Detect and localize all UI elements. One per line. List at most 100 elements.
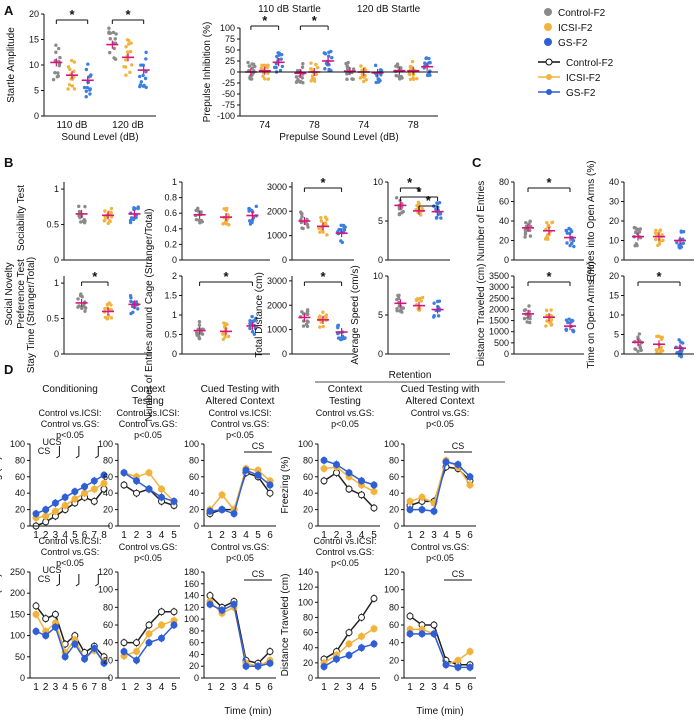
chart-a1-c1-g2-dot-6 <box>143 76 148 81</box>
chart-b2-group-2-dot-7 <box>254 204 258 209</box>
panel-label-c: C <box>472 155 482 170</box>
chart-d4-series-2-point-0 <box>320 456 328 464</box>
chart-d4-ytick-label-5: 100 <box>298 439 313 449</box>
chart-d1-ytick-label-4: 80 <box>15 455 25 465</box>
chart-d8-xtick-label-0: 1 <box>207 682 213 693</box>
chart-b8-group-0-dot-13 <box>395 306 399 311</box>
chart-b8-ytick-label-1: 5 <box>378 310 383 320</box>
chart-b4-group-1-dot-4 <box>416 200 421 205</box>
chart-d1-axes: 0 20 40 60 80 100 Freezing (%) <box>0 439 110 531</box>
chart-d8-series-2-point-1 <box>218 606 226 614</box>
chart-c4-group-1-dot-11 <box>660 335 664 339</box>
chart-a2-c1-g1-dot-0 <box>310 74 315 78</box>
chart-d1-ytick-label-1: 20 <box>15 505 25 515</box>
chart-b6-group-1-dot-3 <box>221 337 226 341</box>
chart-a2-c2-g0-dot-0 <box>351 67 356 71</box>
chart-b7-group-2-dot-3 <box>343 336 347 340</box>
chart-b5-ytick-label-0: 0 <box>54 349 59 359</box>
chart-c2-group-1-dot-4 <box>653 237 658 242</box>
chart-d5-ytick-label-2: 40 <box>389 488 399 498</box>
chart-c1-group-2-dot-11 <box>568 231 572 236</box>
chart-a1-c0-g1-dot-7 <box>70 84 75 88</box>
chart-b5-ytick-label-1: 0.5 <box>46 314 59 324</box>
chart-a1-c0-g2-dot-6 <box>86 62 90 66</box>
chart-d6-ytick-label-2: 100 <box>10 631 25 641</box>
chart-d6-series-2-point-3 <box>61 653 69 661</box>
stat-d5-p: p<0.05 <box>426 419 454 429</box>
chart-b5-group-2-dot-11 <box>134 300 139 304</box>
stat-d10-b: Control vs.GS: <box>411 542 470 552</box>
chart-a1-c0-g2-dot-11 <box>84 95 88 99</box>
chart-b1-group-0-dot-2 <box>77 204 81 209</box>
chart-d7-series-0-point-0 <box>120 639 128 647</box>
chart-b6: * <box>193 269 259 341</box>
chart-d8-series-0-point-5 <box>266 648 274 655</box>
chart-b8-group-1-dot-6 <box>420 295 425 300</box>
chart-b5-group-0-dot-1 <box>76 297 80 301</box>
chart-a2-c0-g0-dot-11 <box>246 60 250 65</box>
chart-a1-c1-g2-dot-2 <box>141 63 146 67</box>
chart-d9-series-1-point-3 <box>358 632 365 640</box>
chart-d7-series-2-point-4 <box>170 621 178 629</box>
chart-d6-xtick-label-0: 1 <box>33 682 39 693</box>
stat-d8-b: Control vs.GS: <box>211 542 270 552</box>
chart-a1-c1-g2-dot-13 <box>141 73 145 78</box>
chart-d4-series-1-point-4 <box>370 488 378 496</box>
chart-a1-c0-g2-dot-1 <box>82 85 87 90</box>
chart-d4-series-0-point-3 <box>358 491 365 499</box>
row-label-novelty-2: Preference Test <box>16 259 27 329</box>
chart-a2-c0-g0-dot-10 <box>248 77 252 81</box>
chart-b3-group-0-dot-12 <box>300 212 304 216</box>
chart-d9-ylabel: Distance Traveled (cm) <box>280 574 291 677</box>
chart-b7-group-0-dot-6 <box>304 322 309 327</box>
chart-c2-ytick-label-2: 20 <box>609 216 619 226</box>
chart-b8-group-2-dot-10 <box>432 314 436 318</box>
chart-b5-sig-0-star: * <box>92 269 98 284</box>
stat-d9-a: Control vs.ICSI: <box>313 536 376 546</box>
chart-b8-group-1-dot-10 <box>419 299 423 303</box>
chart-b1-group-2-dot-13 <box>136 206 140 211</box>
stat-d10-p: p<0.05 <box>426 553 454 563</box>
chart-b7-ytick-label-0: 0 <box>282 349 287 359</box>
chart-c3-group-2-dot-11 <box>570 328 575 333</box>
chart-d7-series-2-point-1 <box>133 656 140 664</box>
chart-d1-series-2-point-7 <box>100 471 108 479</box>
stat-d7-b: Control vs.GS: <box>119 542 178 552</box>
chart-d2-series-2-point-3 <box>158 493 165 501</box>
chart-a2-ytick-label-4: 0 <box>230 67 235 77</box>
chart-a2-c1-g0-dot-8 <box>294 75 299 79</box>
chart-d6-ucs-label: UCS <box>42 565 61 575</box>
chart-a1-c1-g2-dot-4 <box>139 63 143 67</box>
chart-d2-xtick-label-4: 5 <box>171 530 177 541</box>
chart-c1-group-0-dot-8 <box>523 235 527 239</box>
chart-a2-c1-g0-dot-4 <box>295 68 300 73</box>
chart-b3-axes: 0 1000 2000 3000 <box>267 182 354 265</box>
chart-c3-group-1-dot-11 <box>549 313 553 318</box>
chart-d1-series-1-point-6 <box>90 485 98 493</box>
chart-d7-ytick-label-4: 80 <box>103 602 113 612</box>
panel-label-d: D <box>4 362 13 377</box>
chart-c4-group-0-dot-7 <box>633 347 637 351</box>
chart-d5-series-2-point-5 <box>466 473 474 481</box>
chart-b7-ytick-label-2: 2000 <box>267 300 287 310</box>
chart-a2-c0-g2-dot-1 <box>279 57 283 61</box>
chart-b3-ytick-label-2: 2000 <box>267 206 287 216</box>
chart-d3-series-2-point-0 <box>206 507 214 515</box>
chart-c2-group-0-dot-2 <box>638 227 643 231</box>
chart-d5-ytick-label-5: 100 <box>384 439 399 449</box>
chart-a1-ytick-label-3: 15 <box>29 35 39 45</box>
chart-b5-group-0-dot-8 <box>83 309 87 313</box>
chart-a2-top-label-1: 120 dB Startle <box>357 4 421 15</box>
chart-a2-c2-g2-dot-11 <box>373 63 378 68</box>
chart-a2-c1-g1-dot-4 <box>308 67 313 71</box>
chart-c3-group-0-dot-5 <box>528 320 532 325</box>
chart-d2-xtick-label-2: 3 <box>146 530 152 541</box>
chart-d6-xtick-label-6: 7 <box>92 682 98 693</box>
chart-d10-series-0-point-0 <box>406 612 414 620</box>
chart-b3-group-0-dot-10 <box>300 226 304 230</box>
chart-d3-cs-label: CS <box>252 441 265 451</box>
chart-a1-xcat-1: 120 dB <box>112 120 144 131</box>
chart-a2-top-label-0: 110 dB Startle <box>258 4 321 15</box>
chart-d4-xtick-label-3: 4 <box>359 530 365 541</box>
chart-d10-series-2-point-0 <box>406 630 414 638</box>
